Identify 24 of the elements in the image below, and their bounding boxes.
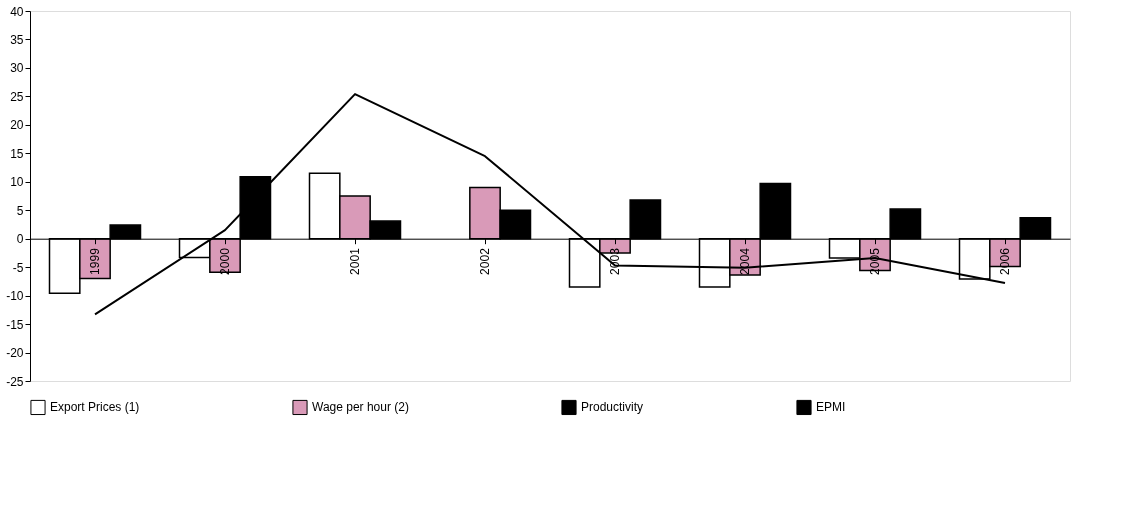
y-tick-label: -25 bbox=[6, 374, 24, 389]
y-tick-label: -20 bbox=[6, 346, 24, 361]
x-tick-label: 2004 bbox=[738, 247, 752, 275]
y-tick-label: 35 bbox=[10, 32, 24, 47]
y-tick-label: -5 bbox=[12, 260, 24, 275]
y-tick-label: 5 bbox=[16, 203, 24, 218]
y-tick-label: 25 bbox=[10, 89, 24, 104]
y-tick-label: 10 bbox=[10, 175, 24, 190]
legend-label: Export Prices (1) bbox=[50, 400, 140, 415]
legend-label: Wage per hour (2) bbox=[312, 400, 409, 415]
x-tick-label: 2001 bbox=[348, 247, 362, 275]
legend-label: Productivity bbox=[581, 400, 644, 415]
y-tick-label: 0 bbox=[16, 232, 24, 247]
x-tick-label: 2000 bbox=[218, 247, 232, 275]
y-tick-label: 15 bbox=[10, 146, 24, 161]
x-tick-label: 1999 bbox=[88, 247, 102, 275]
y-tick-label: -10 bbox=[6, 289, 24, 304]
x-tick-label: 2003 bbox=[608, 247, 622, 275]
y-tick-label: 20 bbox=[10, 118, 24, 133]
y-tick-label: 30 bbox=[10, 61, 24, 76]
legend-label: EPMI bbox=[816, 400, 846, 415]
x-tick-label: 2002 bbox=[478, 247, 492, 275]
y-tick-label: -15 bbox=[6, 317, 24, 332]
y-tick-label: 40 bbox=[10, 4, 24, 19]
